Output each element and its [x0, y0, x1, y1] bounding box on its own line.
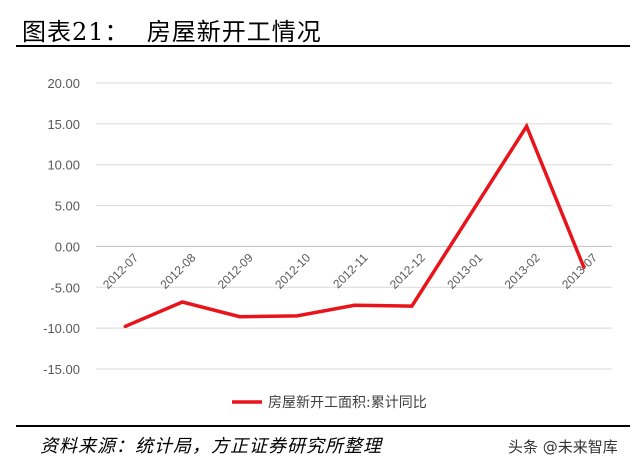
source-note: 资料来源：统计局，方正证券研究所整理	[40, 436, 382, 457]
y-tick-label: -15.00	[43, 362, 80, 377]
x-tick-label: 2012-11	[330, 250, 371, 291]
watermark-text: 头条 @未来智库	[508, 438, 618, 456]
data-point	[353, 303, 356, 307]
y-tick-label: 15.00	[47, 117, 80, 132]
data-point	[467, 214, 471, 218]
x-tick-label: 2012-07	[100, 250, 141, 291]
figure-title: 图表21： 房屋新开工情况	[22, 18, 322, 46]
line-chart: 20.00 15.00 10.00 5.00 0.00 -5.00 -10.00 -15.00…	[43, 76, 612, 411]
data-point	[238, 315, 242, 319]
x-tick-label: 2013-02	[502, 250, 543, 291]
legend-label: 房屋新开工面积:累计同比	[268, 395, 427, 411]
data-point	[410, 304, 414, 308]
y-tick-label: 20.00	[47, 76, 80, 91]
x-tick-label: 2012-08	[157, 250, 198, 291]
footer-divider	[16, 425, 630, 427]
y-tick-label: 5.00	[55, 199, 80, 214]
y-tick-label: -5.00	[50, 280, 80, 295]
y-tick-label: -10.00	[43, 321, 80, 336]
y-tick-label: 0.00	[55, 239, 80, 254]
x-tick-label: 2013-01	[444, 250, 485, 291]
data-point	[123, 325, 127, 329]
x-tick-label: 2012-12	[387, 250, 428, 291]
x-tick-label: 2012-09	[215, 250, 256, 291]
title-divider	[16, 45, 630, 47]
data-point	[582, 266, 586, 270]
y-tick-label: 10.00	[47, 158, 80, 173]
data-point	[180, 300, 184, 304]
series-line	[124, 122, 586, 329]
data-point	[295, 314, 299, 318]
data-point	[525, 124, 529, 128]
x-tick-label: 2012-10	[272, 250, 313, 291]
figure-header: 图表21： 房屋新开工情况	[16, 8, 630, 46]
